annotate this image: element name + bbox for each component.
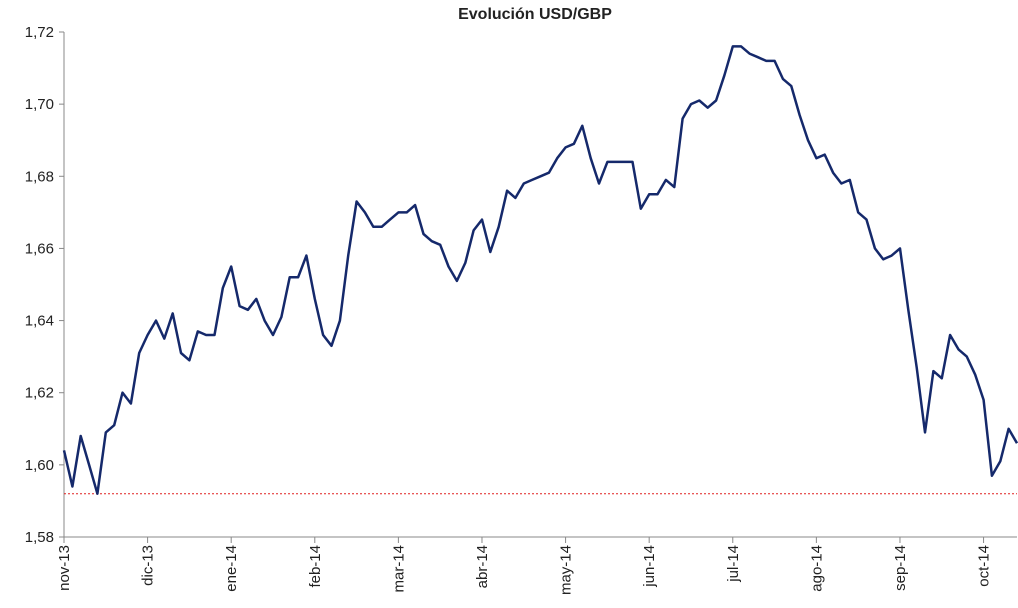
x-tick-label: dic-13 xyxy=(140,545,157,586)
x-tick-label: sep-14 xyxy=(892,545,909,591)
y-tick-label: 1,70 xyxy=(25,96,54,113)
x-tick-label: mar-14 xyxy=(390,545,407,593)
x-tick-label: ago-14 xyxy=(808,545,825,592)
x-tick-label: feb-14 xyxy=(307,545,324,588)
x-tick-label: nov-13 xyxy=(56,545,73,591)
y-tick-label: 1,62 xyxy=(25,385,54,402)
series-line xyxy=(62,45,1018,495)
x-tick-label: jun-14 xyxy=(641,545,658,588)
y-tick-label: 1,68 xyxy=(25,168,54,185)
chart-title: Evolución USD/GBP xyxy=(458,6,612,23)
y-tick-label: 1,60 xyxy=(25,457,54,474)
x-tick-label: abr-14 xyxy=(474,545,491,588)
y-tick-label: 1,66 xyxy=(25,240,54,257)
x-tick-label: may-14 xyxy=(558,545,575,595)
x-tick-label: ene-14 xyxy=(223,545,240,592)
y-tick-label: 1,64 xyxy=(25,313,54,330)
x-tick-label: jul-14 xyxy=(725,545,742,583)
y-tick-label: 1,72 xyxy=(25,24,54,41)
y-tick-label: 1,58 xyxy=(25,529,54,546)
x-tick-label: oct-14 xyxy=(976,545,993,587)
